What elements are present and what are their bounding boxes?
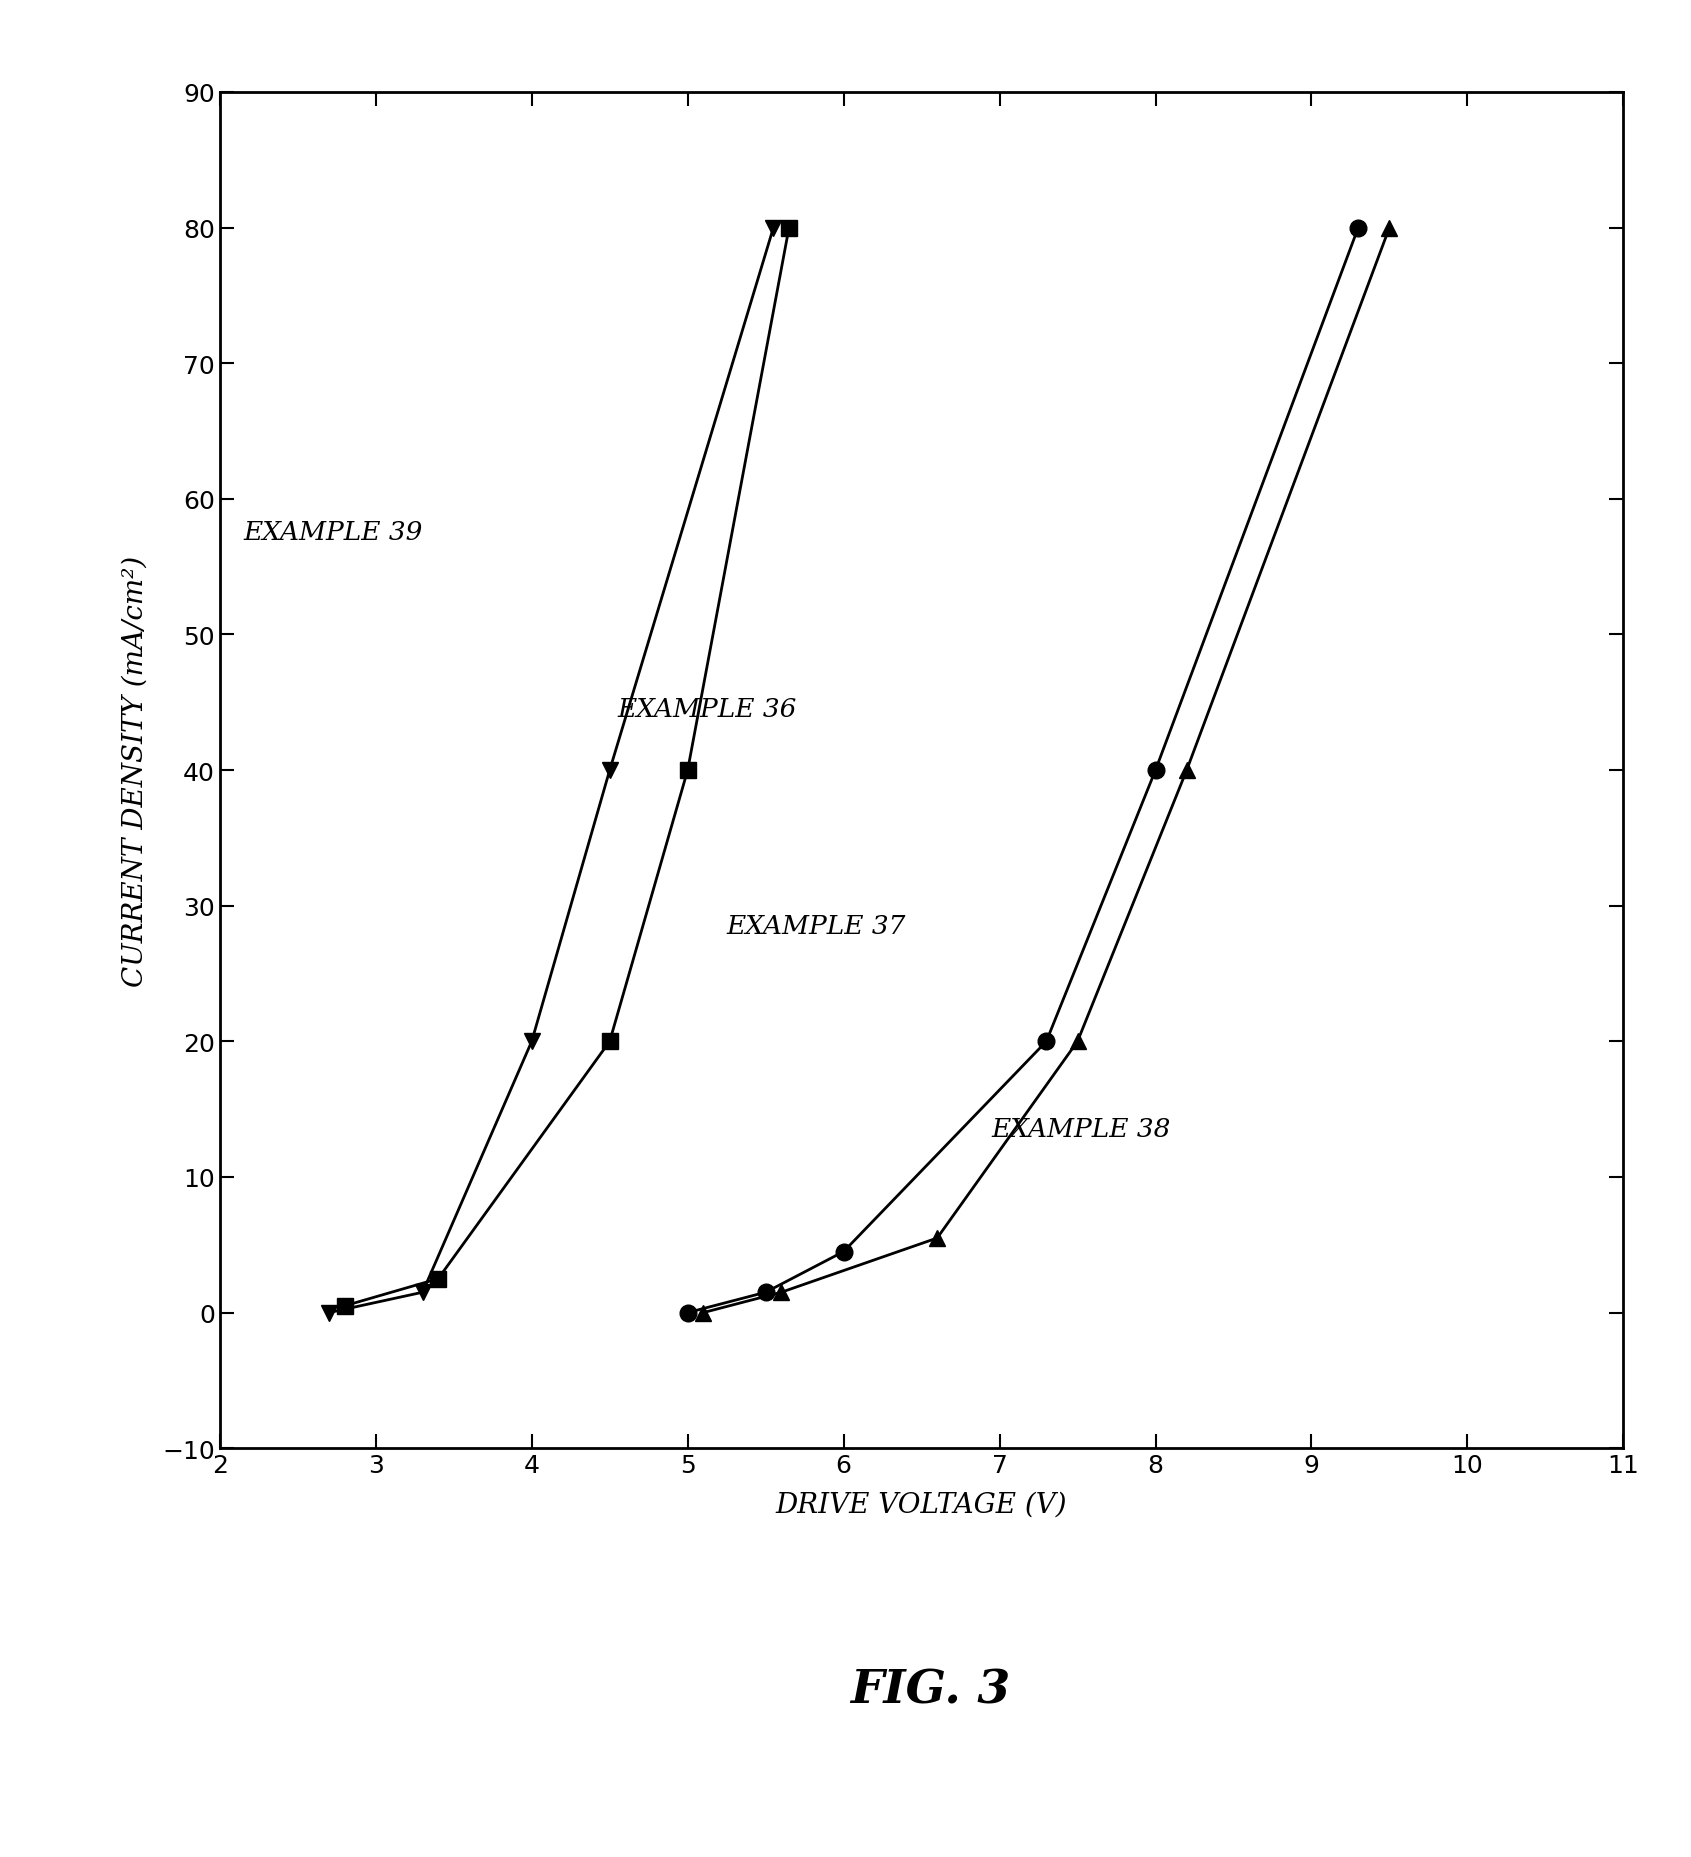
Text: EXAMPLE 36: EXAMPLE 36 — [617, 696, 796, 721]
Y-axis label: CURRENT DENSITY (mA/cm²): CURRENT DENSITY (mA/cm²) — [122, 555, 149, 986]
Text: EXAMPLE 39: EXAMPLE 39 — [244, 520, 423, 546]
X-axis label: DRIVE VOLTAGE (V): DRIVE VOLTAGE (V) — [776, 1491, 1067, 1519]
Text: FIG. 3: FIG. 3 — [851, 1668, 1010, 1712]
Text: EXAMPLE 38: EXAMPLE 38 — [991, 1116, 1172, 1142]
Text: EXAMPLE 37: EXAMPLE 37 — [727, 914, 906, 938]
